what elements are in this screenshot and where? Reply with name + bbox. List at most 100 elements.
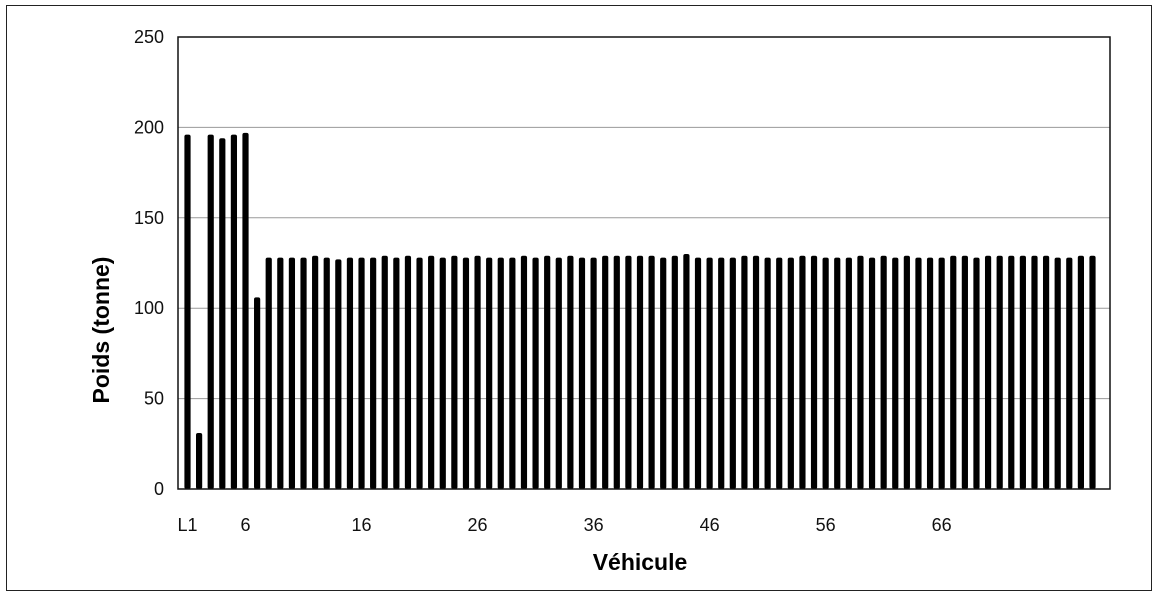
y-axis-title: Poids (tonne) bbox=[88, 257, 114, 404]
y-tick-labels: 0 50 100 150 200 250 bbox=[134, 27, 164, 499]
bar bbox=[694, 257, 702, 489]
bar bbox=[555, 257, 562, 489]
bar bbox=[254, 297, 261, 489]
bar bbox=[381, 255, 388, 489]
bar bbox=[1077, 255, 1084, 489]
bar bbox=[196, 432, 203, 489]
bar bbox=[636, 255, 644, 489]
bar bbox=[544, 255, 551, 489]
bar bbox=[625, 255, 632, 489]
x-tick-label: 6 bbox=[241, 515, 251, 535]
bar bbox=[1031, 255, 1038, 489]
y-tick-label: 250 bbox=[134, 27, 164, 47]
bar bbox=[404, 255, 412, 489]
bar bbox=[880, 255, 887, 489]
bar bbox=[602, 255, 609, 489]
bar bbox=[984, 255, 992, 489]
y-tick-label: 200 bbox=[134, 117, 164, 137]
plot-area-border bbox=[177, 36, 1111, 490]
bar bbox=[300, 257, 307, 489]
bar bbox=[741, 255, 748, 489]
bar bbox=[277, 257, 284, 489]
bars bbox=[184, 132, 1096, 489]
bar bbox=[834, 257, 841, 489]
bar bbox=[265, 257, 272, 489]
bar bbox=[752, 255, 760, 489]
bar bbox=[520, 255, 528, 489]
bar bbox=[926, 257, 934, 489]
y-tick-label: 0 bbox=[154, 479, 164, 499]
bar bbox=[323, 257, 330, 489]
bar bbox=[706, 257, 713, 489]
bar bbox=[184, 134, 191, 489]
bar bbox=[938, 257, 945, 489]
bar bbox=[346, 257, 354, 489]
bar bbox=[845, 257, 852, 489]
bar bbox=[868, 257, 876, 489]
bar bbox=[1054, 257, 1061, 489]
bar bbox=[358, 257, 365, 489]
bar bbox=[915, 257, 922, 489]
bar bbox=[1089, 255, 1096, 489]
x-tick-label: 66 bbox=[932, 515, 952, 535]
bar bbox=[207, 134, 214, 489]
bar bbox=[810, 255, 818, 489]
bar bbox=[892, 257, 899, 489]
bar bbox=[335, 259, 342, 489]
bar bbox=[613, 255, 620, 489]
bar bbox=[903, 255, 910, 489]
bar bbox=[764, 257, 771, 489]
bar bbox=[822, 257, 829, 489]
x-tick-label: 46 bbox=[700, 515, 720, 535]
bar bbox=[718, 257, 725, 489]
x-tick-label: 36 bbox=[584, 515, 604, 535]
bar bbox=[1008, 255, 1015, 489]
bar bbox=[370, 257, 377, 489]
bar bbox=[950, 255, 957, 489]
bar bbox=[242, 132, 249, 489]
bar bbox=[578, 257, 586, 489]
bar bbox=[1042, 255, 1050, 489]
bar bbox=[230, 134, 238, 489]
y-tick-label: 150 bbox=[134, 208, 164, 228]
x-tick-label: L1 bbox=[177, 515, 197, 535]
bar bbox=[219, 138, 226, 489]
x-tick-label: 16 bbox=[352, 515, 372, 535]
bar bbox=[857, 255, 864, 489]
bar bbox=[787, 257, 794, 489]
bar bbox=[288, 257, 296, 489]
bar bbox=[486, 257, 493, 489]
bar bbox=[660, 257, 667, 489]
bar bbox=[671, 255, 678, 489]
bar bbox=[532, 257, 539, 489]
bar bbox=[416, 257, 423, 489]
bar bbox=[1066, 257, 1073, 489]
bar bbox=[451, 255, 458, 489]
bar bbox=[961, 255, 968, 489]
bar bbox=[439, 257, 446, 489]
bar bbox=[729, 257, 736, 489]
bar bbox=[497, 257, 504, 489]
bar bbox=[312, 255, 319, 489]
bar bbox=[590, 257, 597, 489]
x-tick-label: 26 bbox=[468, 515, 488, 535]
y-tick-label: 100 bbox=[134, 298, 164, 318]
x-tick-labels: L1 6 16 26 36 46 56 66 bbox=[177, 515, 951, 535]
x-axis-title: Véhicule bbox=[593, 549, 688, 575]
bar bbox=[1019, 255, 1026, 489]
bar bbox=[776, 257, 783, 489]
y-tick-label: 50 bbox=[144, 389, 164, 409]
bar bbox=[428, 255, 435, 489]
bar bbox=[683, 253, 690, 489]
bar bbox=[973, 257, 980, 489]
bar bbox=[799, 255, 806, 489]
x-tick-label: 56 bbox=[816, 515, 836, 535]
bar bbox=[474, 255, 481, 489]
bar bbox=[462, 257, 470, 489]
bar bbox=[567, 255, 574, 489]
bar bbox=[648, 255, 655, 489]
bar bbox=[996, 255, 1003, 489]
bar bbox=[393, 257, 400, 489]
bar bbox=[509, 257, 516, 489]
